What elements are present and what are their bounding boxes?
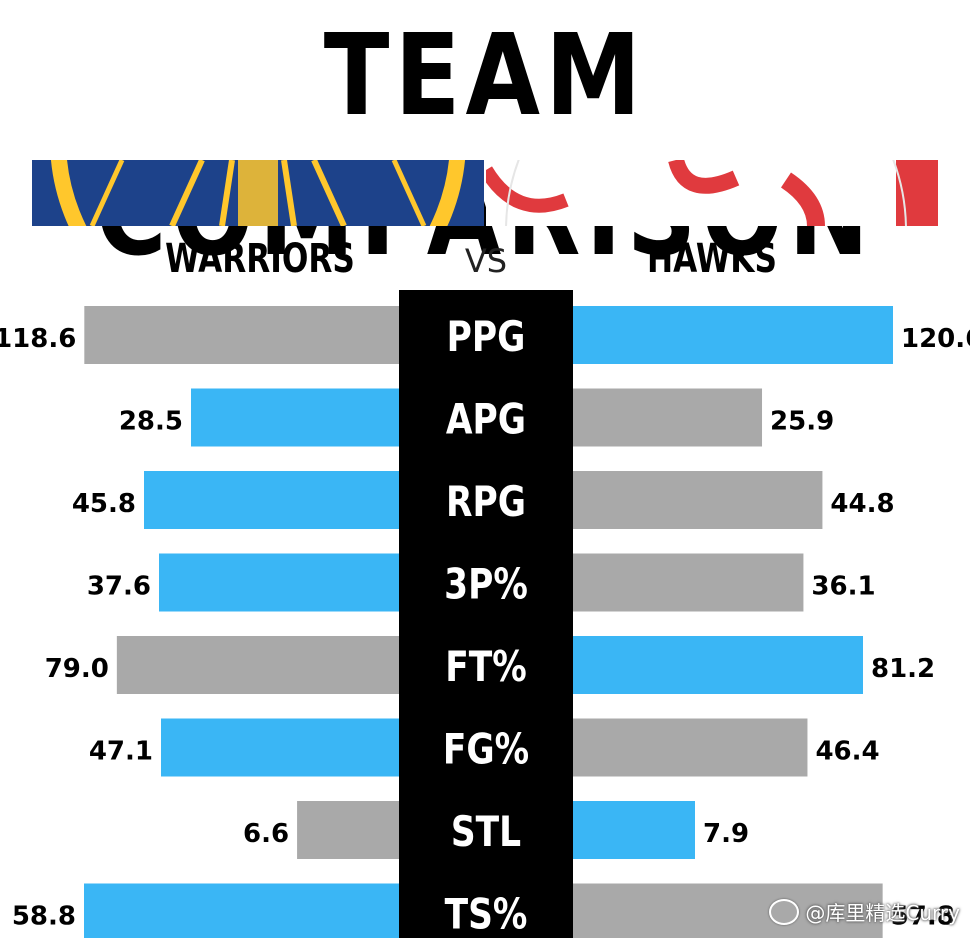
value-label-hawks-3P%: 36.1: [811, 572, 875, 602]
category-label-TS%: TS%: [445, 890, 528, 938]
category-label-PPG: PPG: [447, 313, 526, 362]
category-label-RPG: RPG: [446, 478, 526, 527]
bar-warriors-PPG: [84, 306, 400, 364]
value-label-warriors-RPG: 45.8: [72, 489, 136, 519]
watermark-text: @库里精选Curry: [805, 901, 960, 925]
value-label-warriors-FT%: 79.0: [45, 654, 109, 684]
watermark: @库里精选Curry: [769, 897, 960, 926]
bar-hawks-TS%: [573, 883, 883, 938]
value-label-hawks-APG: 25.9: [770, 407, 834, 437]
bar-warriors-RPG: [144, 471, 399, 529]
bar-warriors-TS%: [84, 883, 399, 938]
hawks-logo: [486, 160, 938, 226]
value-label-hawks-PPG: 120.6: [901, 324, 970, 354]
value-label-hawks-STL: 7.9: [703, 819, 749, 849]
category-label-FT%: FT%: [445, 643, 527, 692]
category-label-3P%: 3P%: [444, 560, 528, 609]
bar-warriors-APG: [191, 388, 399, 447]
value-label-hawks-FG%: 46.4: [815, 737, 879, 767]
category-label-APG: APG: [446, 395, 526, 444]
bar-hawks-FG%: [573, 718, 808, 777]
bar-hawks-APG: [573, 388, 763, 447]
category-label-FG%: FG%: [443, 725, 529, 774]
value-label-hawks-FT%: 81.2: [871, 654, 935, 684]
bar-warriors-FG%: [161, 718, 399, 777]
warriors-logo: [32, 160, 484, 226]
value-label-warriors-3P%: 37.6: [87, 572, 151, 602]
value-label-warriors-STL: 6.6: [243, 819, 289, 849]
bar-hawks-3P%: [573, 553, 804, 612]
team-name-hawks: HAWKS: [647, 236, 777, 282]
bar-warriors-STL: [297, 801, 399, 859]
value-label-warriors-TS%: 58.8: [12, 902, 76, 932]
category-label-STL: STL: [451, 808, 521, 857]
bar-warriors-FT%: [116, 636, 399, 694]
category-column: [399, 290, 573, 938]
value-label-warriors-APG: 28.5: [119, 407, 183, 437]
value-label-hawks-TS%: 57.8: [891, 902, 955, 932]
vs-label: VS: [464, 242, 508, 280]
bar-hawks-FT%: [573, 636, 863, 694]
team-name-warriors: WARRIORS: [165, 236, 355, 282]
bar-hawks-RPG: [573, 471, 823, 529]
bar-hawks-PPG: [573, 306, 893, 364]
bar-hawks-STL: [573, 801, 695, 859]
value-label-hawks-RPG: 44.8: [830, 489, 894, 519]
weibo-icon: [769, 898, 800, 925]
value-label-warriors-FG%: 47.1: [89, 737, 153, 767]
bar-warriors-3P%: [159, 553, 399, 612]
value-label-warriors-PPG: 118.6: [0, 324, 76, 354]
